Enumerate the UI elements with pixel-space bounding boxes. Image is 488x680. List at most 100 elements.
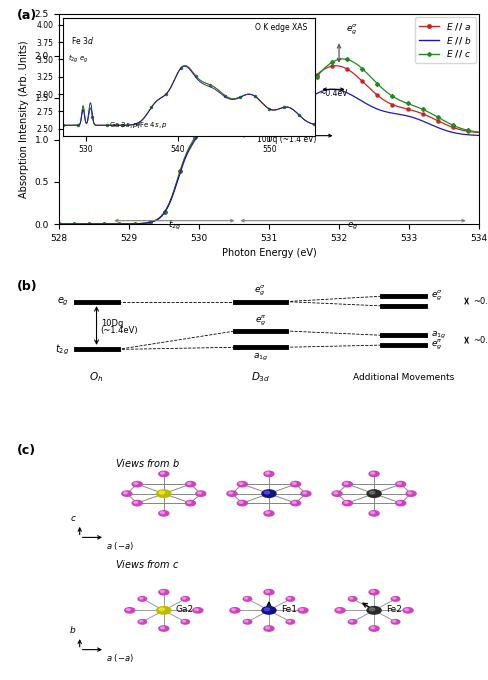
Circle shape	[287, 620, 290, 622]
Circle shape	[265, 472, 269, 474]
Circle shape	[185, 481, 195, 487]
Text: $e_g$: $e_g$	[346, 221, 358, 232]
Circle shape	[244, 620, 247, 622]
Text: $e_g^\pi$: $e_g^\pi$	[254, 314, 266, 328]
Circle shape	[369, 608, 374, 611]
Circle shape	[262, 607, 275, 614]
Text: $a_{1g}$: $a_{1g}$	[226, 47, 241, 58]
Text: Additional Movements: Additional Movements	[352, 373, 453, 382]
Circle shape	[139, 598, 142, 599]
Text: $O_h$: $O_h$	[89, 370, 103, 384]
Circle shape	[265, 627, 269, 629]
Circle shape	[122, 491, 132, 496]
Circle shape	[395, 481, 405, 487]
Text: (b): (b)	[17, 280, 37, 293]
Circle shape	[160, 511, 164, 513]
Circle shape	[157, 490, 170, 497]
Circle shape	[402, 608, 412, 613]
Circle shape	[160, 472, 164, 474]
Text: Views from $b$: Views from $b$	[115, 456, 181, 469]
Circle shape	[181, 619, 189, 624]
Circle shape	[404, 609, 408, 611]
Circle shape	[297, 608, 307, 613]
Circle shape	[187, 482, 191, 484]
Circle shape	[132, 500, 142, 506]
Circle shape	[132, 481, 142, 487]
Circle shape	[243, 596, 251, 601]
Circle shape	[344, 482, 347, 484]
Circle shape	[331, 491, 342, 496]
Circle shape	[138, 596, 146, 601]
Text: $a_{1g}$: $a_{1g}$	[430, 330, 445, 341]
Circle shape	[159, 511, 168, 516]
Circle shape	[336, 609, 340, 611]
Text: ~0.4eV: ~0.4eV	[472, 296, 488, 305]
Circle shape	[264, 511, 273, 516]
Circle shape	[392, 620, 395, 622]
Circle shape	[265, 511, 269, 513]
Circle shape	[264, 491, 269, 494]
Circle shape	[239, 501, 243, 503]
Circle shape	[370, 590, 374, 592]
Circle shape	[126, 609, 130, 611]
Circle shape	[395, 500, 405, 506]
Circle shape	[390, 596, 399, 601]
Text: $e_g^\sigma$: $e_g^\sigma$	[346, 23, 358, 37]
Circle shape	[159, 608, 164, 611]
Circle shape	[292, 482, 296, 484]
Circle shape	[390, 619, 399, 624]
Circle shape	[370, 627, 374, 629]
X-axis label: Photon Energy (eV): Photon Energy (eV)	[221, 248, 316, 258]
Text: $e_g^\sigma$: $e_g^\sigma$	[254, 284, 266, 298]
Circle shape	[366, 490, 380, 497]
Text: $e_g^\pi$: $e_g^\pi$	[208, 109, 220, 123]
Circle shape	[264, 608, 269, 611]
Circle shape	[347, 596, 356, 601]
Text: ~0.04eV: ~0.04eV	[472, 336, 488, 345]
Circle shape	[349, 620, 352, 622]
Circle shape	[226, 491, 237, 496]
Circle shape	[264, 590, 273, 595]
Circle shape	[182, 620, 185, 622]
Text: $D_{3d}$: $D_{3d}$	[250, 370, 269, 384]
Circle shape	[159, 491, 164, 494]
Circle shape	[160, 590, 164, 592]
Circle shape	[195, 491, 205, 496]
Circle shape	[134, 501, 138, 503]
Text: $a_{1g}$: $a_{1g}$	[252, 352, 267, 362]
Circle shape	[231, 609, 235, 611]
Circle shape	[407, 492, 411, 494]
Circle shape	[187, 501, 191, 503]
Circle shape	[197, 492, 201, 494]
Circle shape	[229, 608, 240, 613]
Circle shape	[228, 492, 232, 494]
Text: (a): (a)	[17, 10, 37, 22]
Text: $e_g^\sigma$: $e_g^\sigma$	[430, 289, 442, 303]
Circle shape	[139, 620, 142, 622]
Circle shape	[290, 500, 300, 506]
Circle shape	[368, 626, 378, 631]
Circle shape	[185, 500, 195, 506]
Circle shape	[405, 491, 415, 496]
Text: $c$: $c$	[69, 514, 76, 523]
Text: $t_{2g}$: $t_{2g}$	[167, 219, 181, 232]
Circle shape	[262, 490, 275, 497]
Text: $t_{2g}$: $t_{2g}$	[55, 342, 69, 356]
Circle shape	[349, 598, 352, 599]
Circle shape	[124, 608, 135, 613]
Circle shape	[243, 619, 251, 624]
Circle shape	[366, 607, 380, 614]
Circle shape	[285, 619, 294, 624]
Circle shape	[392, 598, 395, 599]
Text: 10Dq (~1.4 eV): 10Dq (~1.4 eV)	[256, 135, 316, 144]
Circle shape	[368, 511, 378, 516]
Circle shape	[347, 619, 356, 624]
Circle shape	[369, 491, 374, 494]
Circle shape	[300, 491, 310, 496]
Circle shape	[264, 626, 273, 631]
Circle shape	[397, 501, 401, 503]
Circle shape	[159, 471, 168, 477]
Text: Views from $c$: Views from $c$	[115, 558, 180, 570]
Legend: $E$ // $a$, $E$ // $b$, $E$ // $c$: $E$ // $a$, $E$ // $b$, $E$ // $c$	[415, 17, 475, 63]
Circle shape	[194, 609, 198, 611]
